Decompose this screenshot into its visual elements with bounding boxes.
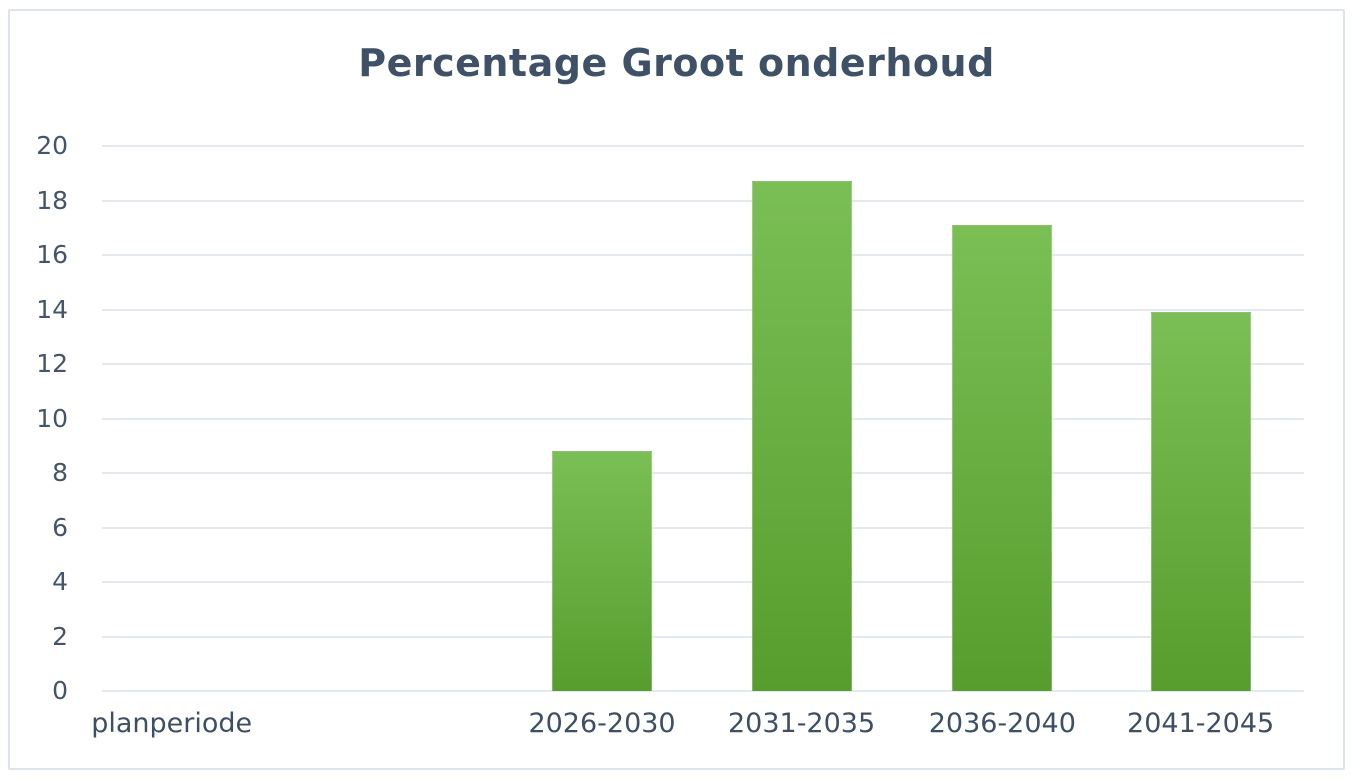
chart-title: Percentage Groot onderhoud bbox=[358, 41, 995, 85]
gridline-18 bbox=[102, 199, 1304, 202]
y-tick-label-14: 14 bbox=[36, 294, 68, 324]
y-tick-label-20: 20 bbox=[36, 131, 68, 160]
x-tick-label-2026-2030: 2026-2030 bbox=[528, 708, 676, 739]
y-tick-label-16: 16 bbox=[36, 240, 68, 269]
y-tick-label-6: 6 bbox=[52, 512, 68, 542]
bar-2036-2040 bbox=[952, 225, 1053, 691]
x-tick-label-planperiode: planperiode bbox=[91, 708, 253, 739]
x-tick-label-2031-2035: 2031-2035 bbox=[727, 708, 876, 739]
y-tick-label-18: 18 bbox=[36, 185, 68, 215]
bar-2031-2035 bbox=[751, 181, 852, 691]
y-tick-label-12: 12 bbox=[36, 349, 68, 378]
gridline-8 bbox=[102, 472, 1304, 474]
gridline-12 bbox=[102, 363, 1304, 365]
gridline-10 bbox=[102, 417, 1304, 420]
y-tick-label-4: 4 bbox=[52, 567, 68, 596]
plot-area bbox=[102, 145, 1304, 692]
y-tick-label-2: 2 bbox=[52, 621, 68, 651]
gridline-0 bbox=[102, 690, 1304, 692]
gridline-16 bbox=[102, 254, 1304, 256]
bar-2041-2045 bbox=[1150, 312, 1251, 691]
gridline-6 bbox=[102, 526, 1304, 529]
x-tick-label-2041-2045: 2041-2045 bbox=[1127, 708, 1275, 739]
chart-card: Percentage Groot onderhoud 0 2 4 6 8 10 12 14 16… bbox=[8, 9, 1345, 770]
y-tick-label-0: 0 bbox=[52, 676, 68, 705]
x-tick-label-2036-2040: 2036-2040 bbox=[928, 708, 1076, 739]
gridline-14 bbox=[102, 308, 1304, 311]
y-tick-label-10: 10 bbox=[36, 403, 68, 433]
y-tick-label-8: 8 bbox=[52, 458, 68, 487]
bar-2026-2030 bbox=[552, 451, 653, 691]
gridline-20 bbox=[102, 145, 1304, 147]
gridline-2 bbox=[102, 635, 1304, 638]
gridline-4 bbox=[102, 581, 1304, 583]
